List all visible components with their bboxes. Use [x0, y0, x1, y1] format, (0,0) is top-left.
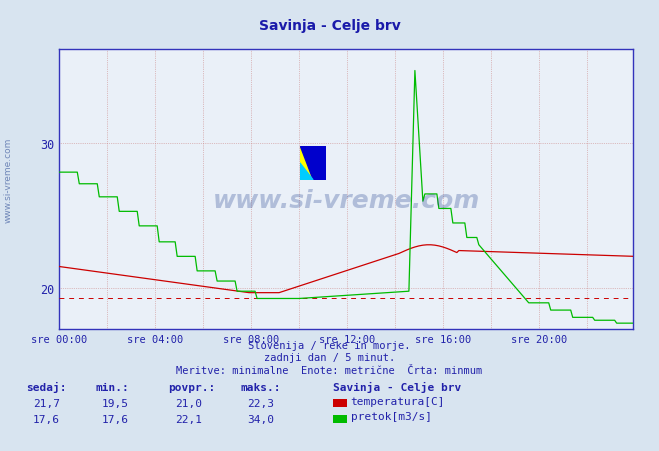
Text: www.si-vreme.com: www.si-vreme.com [212, 189, 480, 212]
Text: Slovenija / reke in morje.: Slovenija / reke in morje. [248, 341, 411, 350]
Text: Savinja - Celje brv: Savinja - Celje brv [333, 381, 461, 392]
Text: povpr.:: povpr.: [168, 382, 215, 392]
Polygon shape [300, 147, 313, 180]
Text: 19,5: 19,5 [102, 398, 129, 408]
Text: Meritve: minimalne  Enote: metrične  Črta: minmum: Meritve: minimalne Enote: metrične Črta:… [177, 365, 482, 375]
Text: zadnji dan / 5 minut.: zadnji dan / 5 minut. [264, 353, 395, 363]
Text: 17,6: 17,6 [102, 414, 129, 423]
Text: www.si-vreme.com: www.si-vreme.com [3, 138, 13, 223]
Polygon shape [300, 164, 313, 180]
Text: 22,1: 22,1 [175, 414, 202, 423]
Polygon shape [300, 147, 326, 180]
Text: min.:: min.: [96, 382, 129, 392]
Text: 34,0: 34,0 [247, 414, 274, 423]
Text: 21,0: 21,0 [175, 398, 202, 408]
Text: sedaj:: sedaj: [26, 381, 67, 392]
Text: Savinja - Celje brv: Savinja - Celje brv [258, 19, 401, 33]
Text: maks.:: maks.: [241, 382, 281, 392]
Text: 17,6: 17,6 [33, 414, 60, 423]
Text: 21,7: 21,7 [33, 398, 60, 408]
Text: temperatura[C]: temperatura[C] [351, 396, 445, 405]
Text: 22,3: 22,3 [247, 398, 274, 408]
Text: pretok[m3/s]: pretok[m3/s] [351, 411, 432, 421]
